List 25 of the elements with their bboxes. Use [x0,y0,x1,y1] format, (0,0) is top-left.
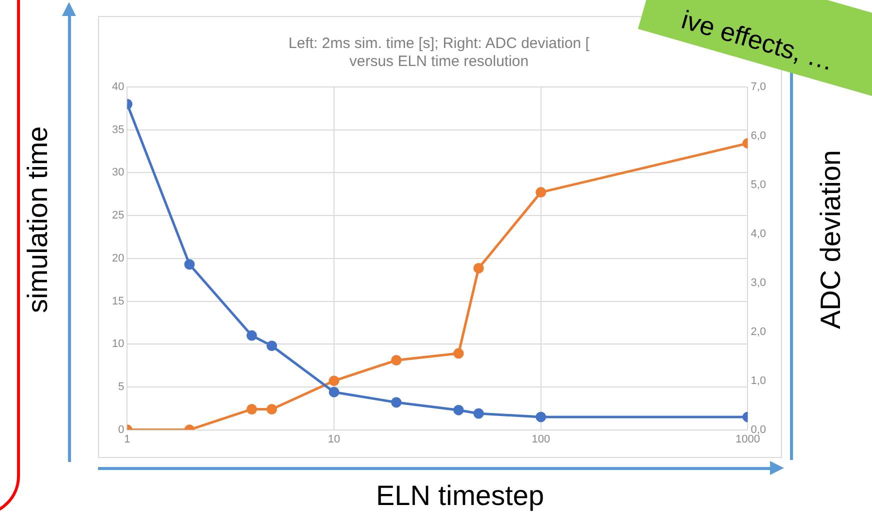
y-tick-label: 0 [118,424,124,436]
x-tick-label: 10 [328,433,340,446]
y-tick-label: 15 [112,295,124,308]
x-tick-label: 1000 [735,433,760,446]
y-tick-label: 5 [118,380,124,393]
chart-title: Left: 2ms sim. time [s]; Right: ADC deviation [ versus ELN time resolution [288,35,590,70]
x-axis-title: ELN timestep [374,480,546,512]
y2-tick-label: 1,0 [750,374,766,387]
x-tick-label: 100 [532,433,550,446]
y2-tick-label: 6,0 [750,130,766,142]
y-axis-title: simulation time [22,126,54,316]
y-tick-label: 10 [112,338,124,350]
y-tick-label: 20 [112,252,124,264]
y2-tick-label: 0,0 [750,424,766,436]
y2-tick-label: 5,0 [750,178,766,191]
y2-tick-label: 2,0 [750,326,766,338]
x-tick-label: 1 [124,433,130,446]
y2-tick-label: 3,0 [750,276,766,289]
y-tick-label: 30 [112,166,124,179]
y-tick-label: 25 [112,210,124,222]
y-tick-label: 35 [112,124,124,136]
y-tick-label: 40 [112,81,124,94]
y2-axis-title: ADC deviation [815,150,847,332]
y2-tick-label: 4,0 [750,228,766,240]
y2-tick-label: 7,0 [750,81,766,94]
